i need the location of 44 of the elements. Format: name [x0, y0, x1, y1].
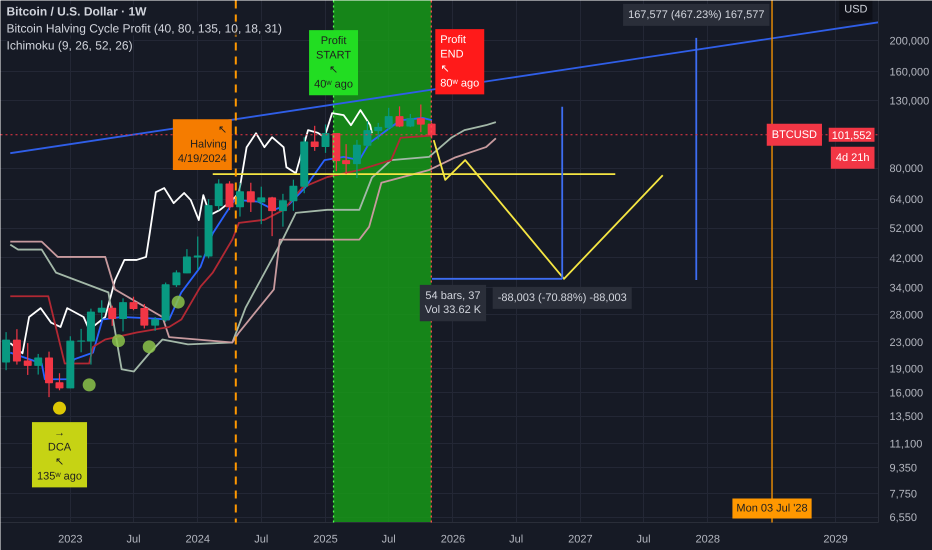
- y-axis-title: USD: [844, 4, 868, 16]
- text: Bitcoin Halving Cycle Profit (40, 80, 135, 10, 18, 31): [6, 22, 282, 36]
- x-tick-label: 2028: [696, 534, 720, 546]
- y-tick-label: 19,000: [890, 364, 924, 376]
- x-tick-label: 2026: [440, 534, 466, 546]
- y-tick-label: 64,000: [890, 194, 924, 206]
- x-tick-label: Jul: [254, 534, 268, 546]
- y-tick-label: 23,000: [890, 336, 924, 349]
- annotation: Profit END ↖ 80ʷ ago: [440, 34, 480, 90]
- annotation: BTCUSD: [772, 128, 818, 141]
- x-tick-label: Jul: [382, 534, 396, 546]
- y-tick-label: 16,000: [890, 388, 924, 400]
- annotation: Ichimoku (9, 26, 52, 26): [6, 38, 133, 52]
- annotation: 54 bars, 37 Vol 33.62 K: [424, 290, 482, 316]
- ref-line-label: Mon 03 Jul '28: [736, 502, 808, 514]
- y-tick-label: 34,000: [890, 282, 924, 294]
- x-tick-label: 2023: [58, 534, 83, 546]
- y-tick-label: 130,000: [890, 95, 930, 108]
- y-tick-label: 200,000: [890, 35, 930, 48]
- x-tick-label: 2024: [186, 534, 210, 546]
- y-tick-label: 13,500: [890, 411, 924, 424]
- annotation: → DCA ↖ 135ʷ ago: [36, 427, 82, 482]
- annotation: 4d 21h: [836, 152, 870, 164]
- y-tick-label: 28,000: [890, 309, 924, 322]
- x-tick-label: 2025: [313, 534, 338, 546]
- annotation: -88,003 (-70.88%) -88,003: [498, 292, 627, 304]
- y-tick-label: 9,350: [890, 462, 918, 474]
- ref-line-label: 101,552: [832, 130, 872, 142]
- y-tick-label: 11,100: [890, 438, 922, 451]
- x-tick-label: 2029: [823, 534, 848, 546]
- y-tick-label: 52,000: [890, 223, 924, 236]
- y-tick-label: 42,000: [890, 252, 924, 265]
- x-tick-label: Jul: [509, 534, 524, 546]
- y-tick-label: 6,550: [890, 512, 918, 524]
- annotation: 167,577 (467.23%) 167,577: [628, 8, 764, 21]
- x-tick-label: Jul: [636, 534, 651, 546]
- y-tick-label: 7,750: [890, 488, 918, 501]
- x-tick-label: Jul: [126, 534, 141, 546]
- y-tick-label: 160,000: [890, 66, 930, 78]
- chart-title: Bitcoin / U.S. Dollar · 1W: [6, 4, 148, 18]
- y-tick-label: 80,000: [890, 163, 924, 176]
- annotation: ↖ Halving 4/19/2024: [178, 124, 227, 165]
- x-tick-label: 2027: [568, 534, 593, 546]
- annotation: Profit START ↖ 40ʷ ago: [314, 35, 354, 90]
